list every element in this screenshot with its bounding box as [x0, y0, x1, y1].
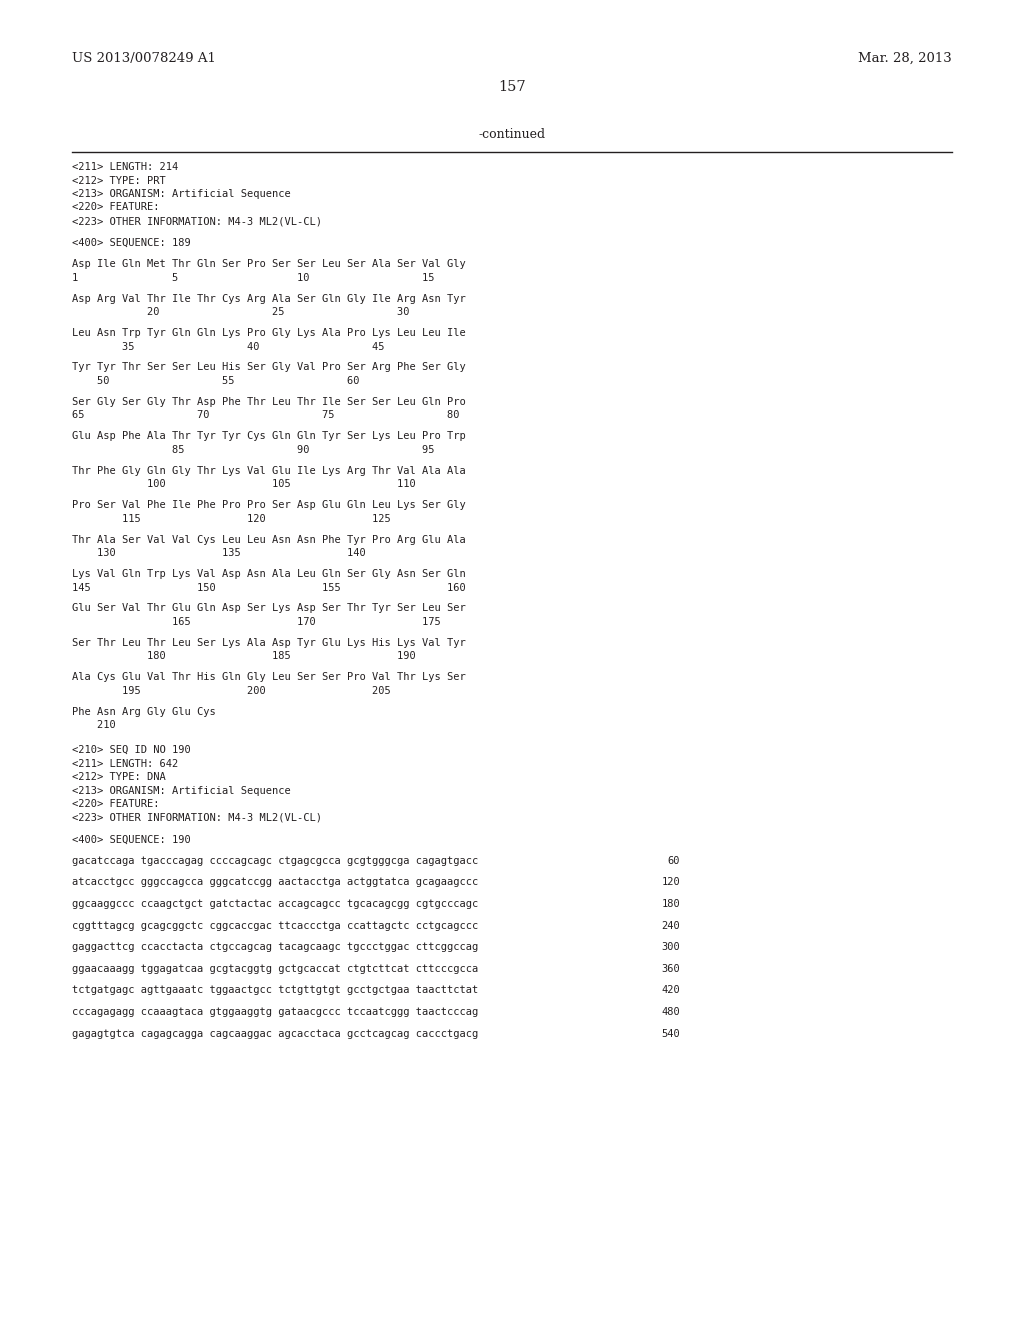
Text: 180                 185                 190: 180 185 190 [72, 651, 416, 661]
Text: <210> SEQ ID NO 190: <210> SEQ ID NO 190 [72, 746, 190, 755]
Text: 157: 157 [499, 81, 525, 94]
Text: 420: 420 [662, 986, 680, 995]
Text: tctgatgagc agttgaaatc tggaactgcc tctgttgtgt gcctgctgaa taacttctat: tctgatgagc agttgaaatc tggaactgcc tctgttg… [72, 986, 478, 995]
Text: -continued: -continued [478, 128, 546, 141]
Text: Asp Arg Val Thr Ile Thr Cys Arg Ala Ser Gln Gly Ile Arg Asn Tyr: Asp Arg Val Thr Ile Thr Cys Arg Ala Ser … [72, 293, 466, 304]
Text: <400> SEQUENCE: 189: <400> SEQUENCE: 189 [72, 238, 190, 248]
Text: Leu Asn Trp Tyr Gln Gln Lys Pro Gly Lys Ala Pro Lys Leu Leu Ile: Leu Asn Trp Tyr Gln Gln Lys Pro Gly Lys … [72, 329, 466, 338]
Text: <211> LENGTH: 642: <211> LENGTH: 642 [72, 759, 178, 768]
Text: <223> OTHER INFORMATION: M4-3 ML2(VL-CL): <223> OTHER INFORMATION: M4-3 ML2(VL-CL) [72, 813, 322, 822]
Text: 360: 360 [662, 964, 680, 974]
Text: ggaacaaagg tggagatcaa gcgtacggtg gctgcaccat ctgtcttcat cttcccgcca: ggaacaaagg tggagatcaa gcgtacggtg gctgcac… [72, 964, 478, 974]
Text: 60: 60 [668, 855, 680, 866]
Text: 300: 300 [662, 942, 680, 952]
Text: Lys Val Gln Trp Lys Val Asp Asn Ala Leu Gln Ser Gly Asn Ser Gln: Lys Val Gln Trp Lys Val Asp Asn Ala Leu … [72, 569, 466, 579]
Text: 210: 210 [72, 721, 116, 730]
Text: Ser Gly Ser Gly Thr Asp Phe Thr Leu Thr Ile Ser Ser Leu Gln Pro: Ser Gly Ser Gly Thr Asp Phe Thr Leu Thr … [72, 397, 466, 407]
Text: Phe Asn Arg Gly Glu Cys: Phe Asn Arg Gly Glu Cys [72, 706, 216, 717]
Text: 1               5                   10                  15: 1 5 10 15 [72, 273, 434, 282]
Text: Ala Cys Glu Val Thr His Gln Gly Leu Ser Ser Pro Val Thr Lys Ser: Ala Cys Glu Val Thr His Gln Gly Leu Ser … [72, 672, 466, 682]
Text: <212> TYPE: PRT: <212> TYPE: PRT [72, 176, 166, 186]
Text: ggcaaggccc ccaagctgct gatctactac accagcagcc tgcacagcgg cgtgcccagc: ggcaaggccc ccaagctgct gatctactac accagca… [72, 899, 478, 909]
Text: Ser Thr Leu Thr Leu Ser Lys Ala Asp Tyr Glu Lys His Lys Val Tyr: Ser Thr Leu Thr Leu Ser Lys Ala Asp Tyr … [72, 638, 466, 648]
Text: gaggacttcg ccacctacta ctgccagcag tacagcaagc tgccctggac cttcggccag: gaggacttcg ccacctacta ctgccagcag tacagca… [72, 942, 478, 952]
Text: <220> FEATURE:: <220> FEATURE: [72, 799, 160, 809]
Text: 20                  25                  30: 20 25 30 [72, 308, 410, 317]
Text: Glu Ser Val Thr Glu Gln Asp Ser Lys Asp Ser Thr Tyr Ser Leu Ser: Glu Ser Val Thr Glu Gln Asp Ser Lys Asp … [72, 603, 466, 614]
Text: 180: 180 [662, 899, 680, 909]
Text: 480: 480 [662, 1007, 680, 1018]
Text: <223> OTHER INFORMATION: M4-3 ML2(VL-CL): <223> OTHER INFORMATION: M4-3 ML2(VL-CL) [72, 216, 322, 226]
Text: Glu Asp Phe Ala Thr Tyr Tyr Cys Gln Gln Tyr Ser Lys Leu Pro Trp: Glu Asp Phe Ala Thr Tyr Tyr Cys Gln Gln … [72, 432, 466, 441]
Text: 35                  40                  45: 35 40 45 [72, 342, 384, 351]
Text: Thr Ala Ser Val Val Cys Leu Leu Asn Asn Phe Tyr Pro Arg Glu Ala: Thr Ala Ser Val Val Cys Leu Leu Asn Asn … [72, 535, 466, 545]
Text: 540: 540 [662, 1028, 680, 1039]
Text: cggtttagcg gcagcggctc cggcaccgac ttcaccctga ccattagctc cctgcagccc: cggtttagcg gcagcggctc cggcaccgac ttcaccc… [72, 920, 478, 931]
Text: <220> FEATURE:: <220> FEATURE: [72, 202, 160, 213]
Text: Thr Phe Gly Gln Gly Thr Lys Val Glu Ile Lys Arg Thr Val Ala Ala: Thr Phe Gly Gln Gly Thr Lys Val Glu Ile … [72, 466, 466, 475]
Text: cccagagagg ccaaagtaca gtggaaggtg gataacgccc tccaatcggg taactcccag: cccagagagg ccaaagtaca gtggaaggtg gataacg… [72, 1007, 478, 1018]
Text: gagagtgtca cagagcagga cagcaaggac agcacctaca gcctcagcag caccctgacg: gagagtgtca cagagcagga cagcaaggac agcacct… [72, 1028, 478, 1039]
Text: 65                  70                  75                  80: 65 70 75 80 [72, 411, 460, 420]
Text: 115                 120                 125: 115 120 125 [72, 513, 391, 524]
Text: Tyr Tyr Thr Ser Ser Leu His Ser Gly Val Pro Ser Arg Phe Ser Gly: Tyr Tyr Thr Ser Ser Leu His Ser Gly Val … [72, 363, 466, 372]
Text: 100                 105                 110: 100 105 110 [72, 479, 416, 490]
Text: 195                 200                 205: 195 200 205 [72, 686, 391, 696]
Text: Mar. 28, 2013: Mar. 28, 2013 [858, 51, 952, 65]
Text: 165                 170                 175: 165 170 175 [72, 616, 440, 627]
Text: <213> ORGANISM: Artificial Sequence: <213> ORGANISM: Artificial Sequence [72, 785, 291, 796]
Text: <213> ORGANISM: Artificial Sequence: <213> ORGANISM: Artificial Sequence [72, 189, 291, 199]
Text: <400> SEQUENCE: 190: <400> SEQUENCE: 190 [72, 834, 190, 845]
Text: 50                  55                  60: 50 55 60 [72, 376, 359, 385]
Text: US 2013/0078249 A1: US 2013/0078249 A1 [72, 51, 216, 65]
Text: <212> TYPE: DNA: <212> TYPE: DNA [72, 772, 166, 783]
Text: 120: 120 [662, 878, 680, 887]
Text: atcacctgcc gggccagcca gggcatccgg aactacctga actggtatca gcagaagccc: atcacctgcc gggccagcca gggcatccgg aactacc… [72, 878, 478, 887]
Text: Pro Ser Val Phe Ile Phe Pro Pro Ser Asp Glu Gln Leu Lys Ser Gly: Pro Ser Val Phe Ile Phe Pro Pro Ser Asp … [72, 500, 466, 510]
Text: 240: 240 [662, 920, 680, 931]
Text: 145                 150                 155                 160: 145 150 155 160 [72, 582, 466, 593]
Text: gacatccaga tgacccagag ccccagcagc ctgagcgcca gcgtgggcga cagagtgacc: gacatccaga tgacccagag ccccagcagc ctgagcg… [72, 855, 478, 866]
Text: 130                 135                 140: 130 135 140 [72, 548, 366, 558]
Text: Asp Ile Gln Met Thr Gln Ser Pro Ser Ser Leu Ser Ala Ser Val Gly: Asp Ile Gln Met Thr Gln Ser Pro Ser Ser … [72, 259, 466, 269]
Text: 85                  90                  95: 85 90 95 [72, 445, 434, 455]
Text: <211> LENGTH: 214: <211> LENGTH: 214 [72, 162, 178, 172]
